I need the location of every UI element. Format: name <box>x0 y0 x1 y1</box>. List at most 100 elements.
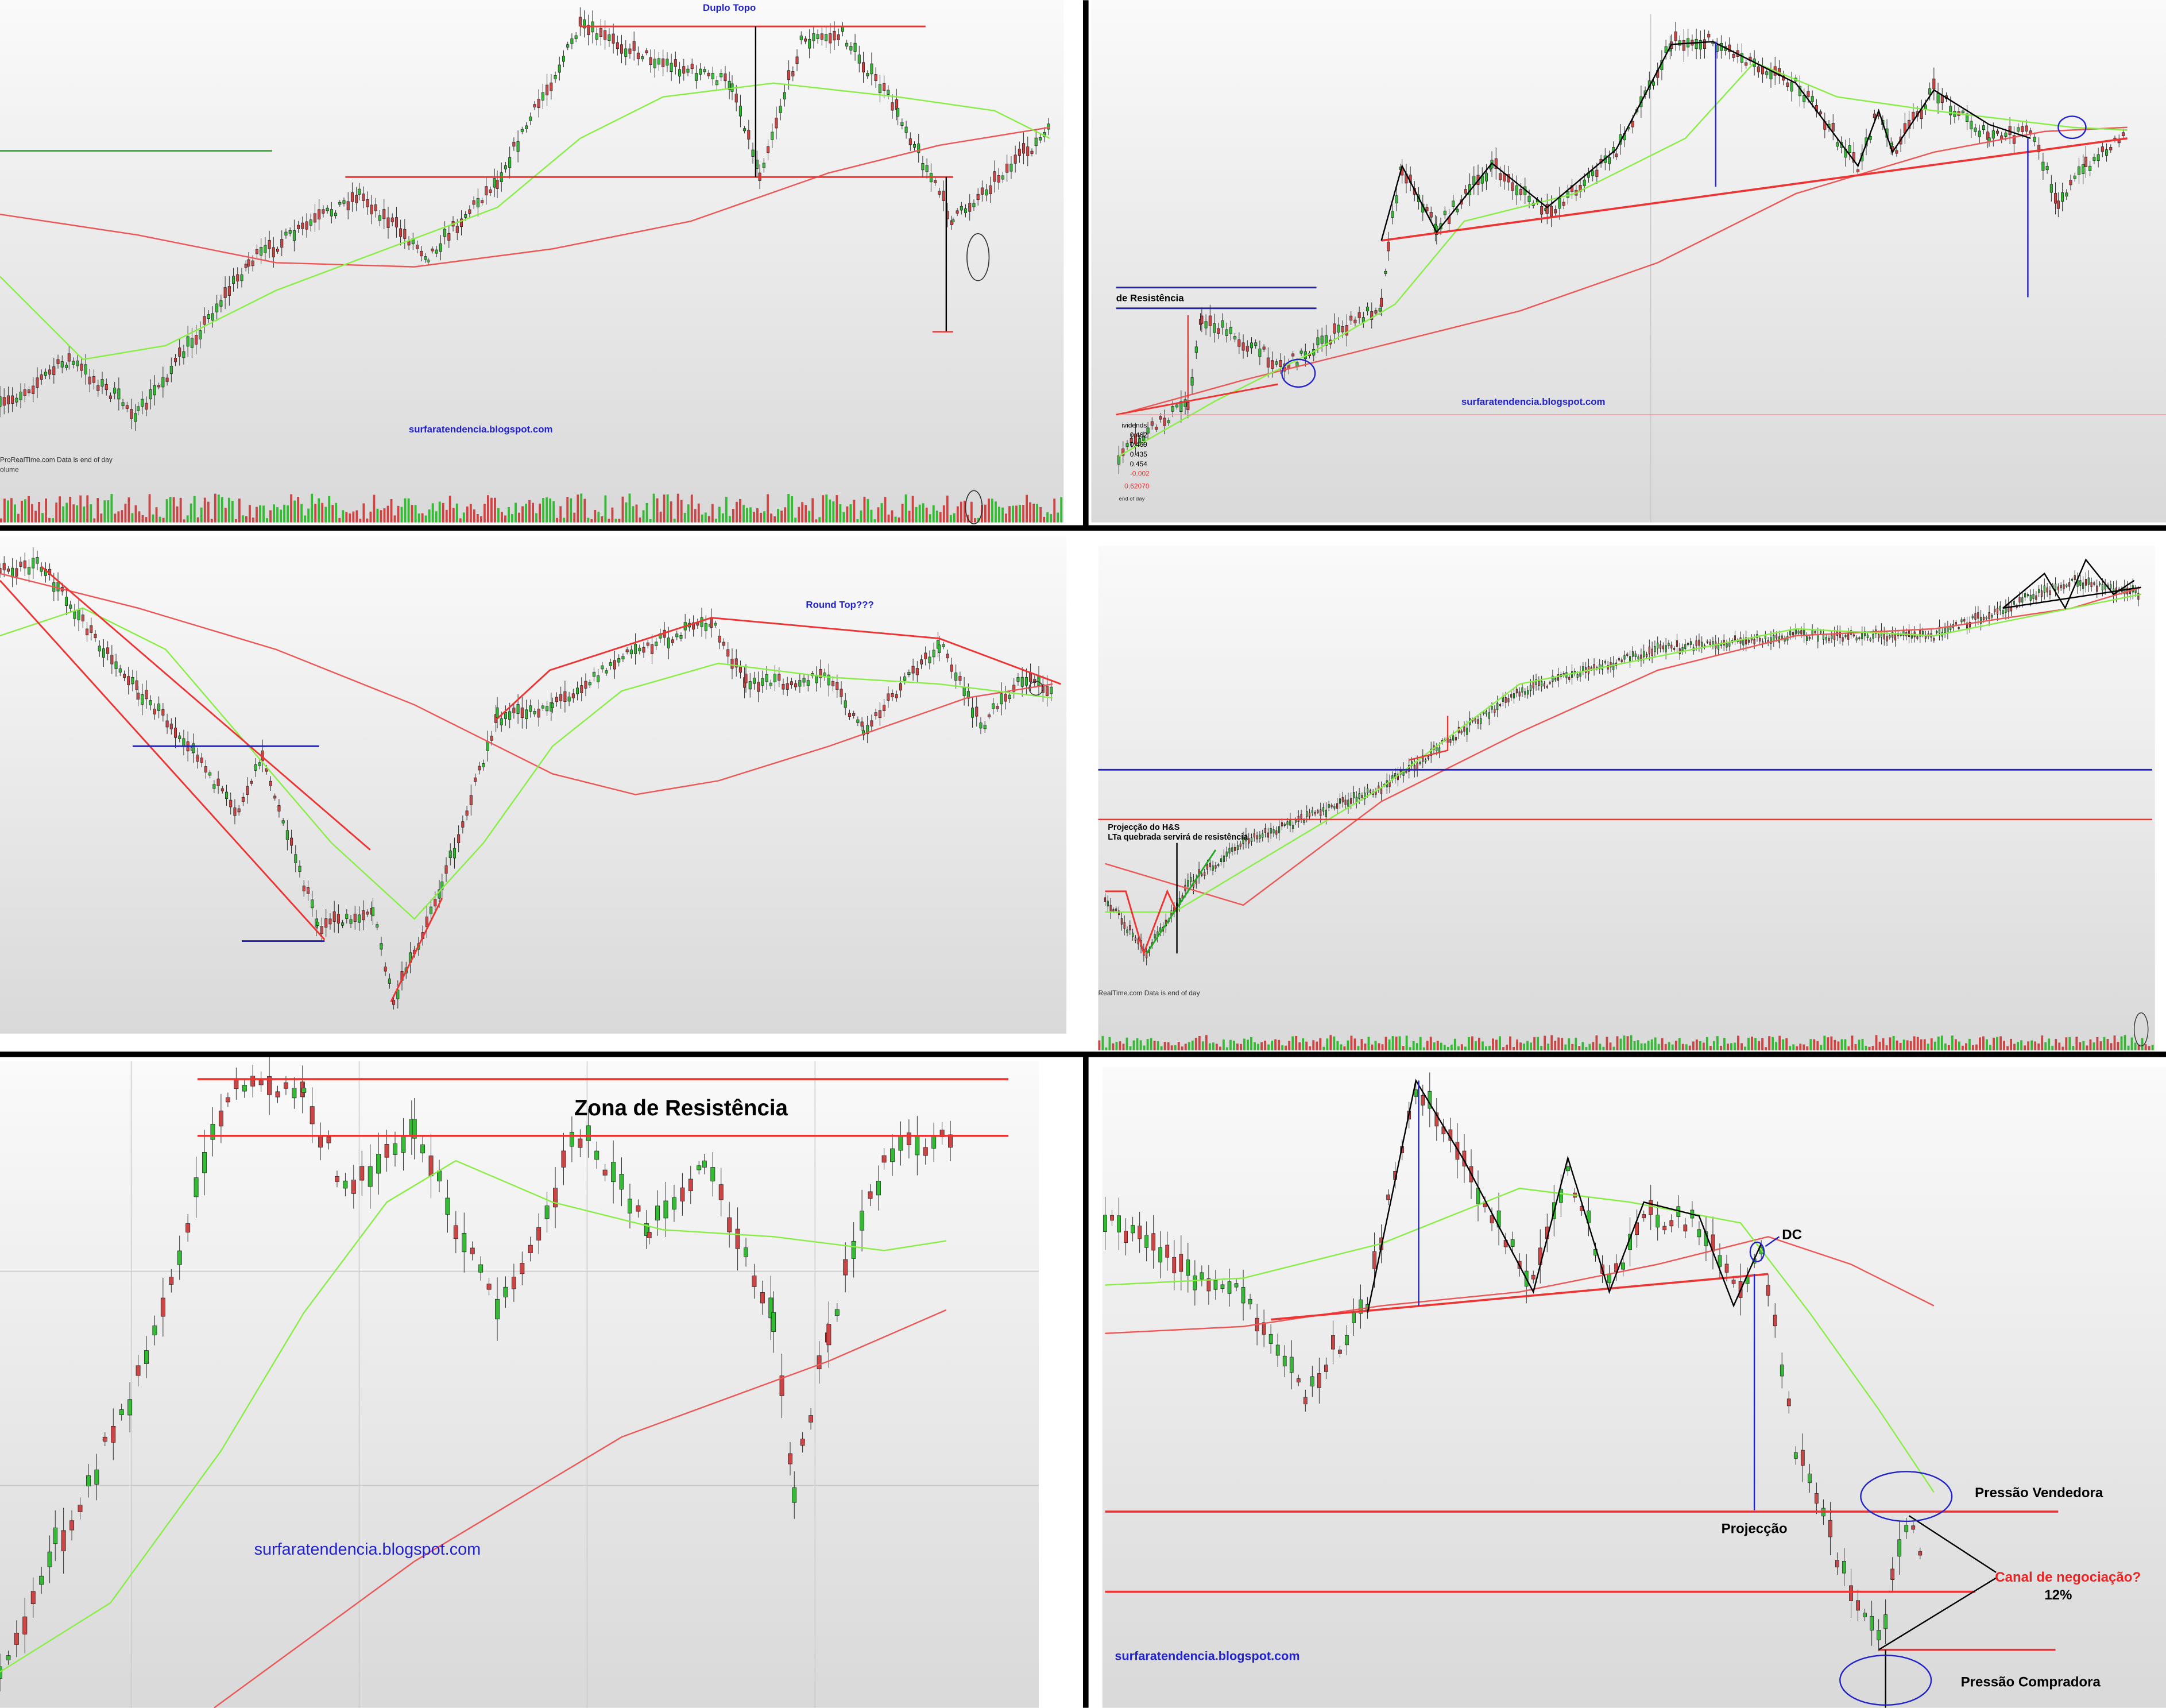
candle <box>1291 353 1295 357</box>
candle <box>404 498 407 523</box>
candle <box>390 499 393 523</box>
candle <box>2066 585 2068 587</box>
candle <box>462 512 465 523</box>
candle <box>1961 1045 1964 1050</box>
candle <box>153 385 156 396</box>
candle <box>714 519 717 523</box>
candle <box>773 516 776 523</box>
candle <box>1531 1274 1535 1280</box>
candle <box>1996 608 1999 615</box>
candle <box>259 505 261 523</box>
candle <box>1374 1041 1377 1050</box>
candle <box>1866 635 1869 638</box>
candle <box>2029 130 2032 134</box>
candle <box>1707 33 1711 38</box>
candle <box>1324 1365 1328 1372</box>
candle <box>818 517 821 523</box>
candle <box>435 511 438 523</box>
candle <box>1142 436 1146 442</box>
candle <box>1530 1042 1533 1050</box>
candle <box>718 635 721 643</box>
candle <box>497 508 500 523</box>
candle <box>1537 1037 1540 1050</box>
candle <box>1227 1281 1232 1294</box>
candle <box>1213 1280 1218 1290</box>
candle <box>1554 209 1557 214</box>
candle <box>44 372 47 376</box>
candle <box>1330 805 1333 807</box>
candle <box>1231 847 1233 852</box>
candle <box>911 496 914 523</box>
candle <box>1253 833 1255 838</box>
candle <box>1316 1041 1318 1050</box>
candle <box>1271 360 1274 369</box>
candle <box>52 518 55 523</box>
candle <box>173 728 177 738</box>
candle <box>1557 1037 1560 1050</box>
candle <box>301 1088 307 1093</box>
candle <box>1796 1046 1798 1050</box>
candle <box>1872 633 1874 639</box>
candle <box>1250 1037 1252 1050</box>
candle <box>839 504 842 523</box>
candle <box>1745 637 1747 645</box>
candle <box>210 1124 215 1140</box>
candle <box>1828 637 1830 641</box>
candle <box>1353 319 1357 323</box>
candle <box>321 503 324 523</box>
candle <box>411 505 413 523</box>
candle <box>1933 637 1935 641</box>
candle <box>1275 1344 1280 1356</box>
candle <box>915 1136 920 1156</box>
candle <box>1434 1112 1439 1127</box>
candle <box>732 509 734 523</box>
candle <box>950 664 953 672</box>
candle <box>724 74 727 82</box>
candle <box>1698 639 1700 646</box>
candle <box>1336 1041 1339 1050</box>
candle <box>770 513 772 523</box>
candle <box>976 194 980 200</box>
candle <box>36 557 39 564</box>
candle <box>15 397 18 403</box>
candle <box>931 1135 937 1149</box>
candle <box>2054 193 2057 204</box>
candle <box>867 499 869 523</box>
candle <box>73 611 76 619</box>
candle <box>895 694 898 698</box>
candle <box>621 496 624 523</box>
candle <box>158 516 161 523</box>
candle <box>428 509 431 523</box>
candle <box>23 560 26 569</box>
candle <box>690 494 693 523</box>
candle <box>1944 1043 1947 1050</box>
candle <box>172 497 175 523</box>
candle <box>237 808 241 813</box>
candle <box>811 498 814 523</box>
candle <box>1543 683 1546 687</box>
candle <box>1908 630 1910 637</box>
candle <box>1519 188 1523 195</box>
candle <box>1154 934 1156 938</box>
candle <box>2075 1037 2078 1050</box>
candle <box>141 694 144 705</box>
candle <box>1398 1036 1401 1050</box>
candle <box>1129 925 1131 930</box>
candle <box>380 510 382 523</box>
candle <box>1979 1037 1981 1050</box>
candle <box>1103 1215 1107 1232</box>
candle <box>69 1520 75 1531</box>
candle <box>2 397 6 406</box>
candle <box>667 637 670 648</box>
candle <box>1571 671 1573 678</box>
candle <box>1800 630 1803 635</box>
candle <box>393 1143 397 1155</box>
candle <box>1823 1035 1826 1050</box>
candle <box>1134 434 1137 445</box>
candle <box>588 682 591 686</box>
label: LTa quebrada servirá de resistência <box>1108 833 1248 842</box>
candle <box>1807 1473 1812 1483</box>
candle <box>1683 1224 1688 1232</box>
candle <box>1544 1035 1546 1050</box>
